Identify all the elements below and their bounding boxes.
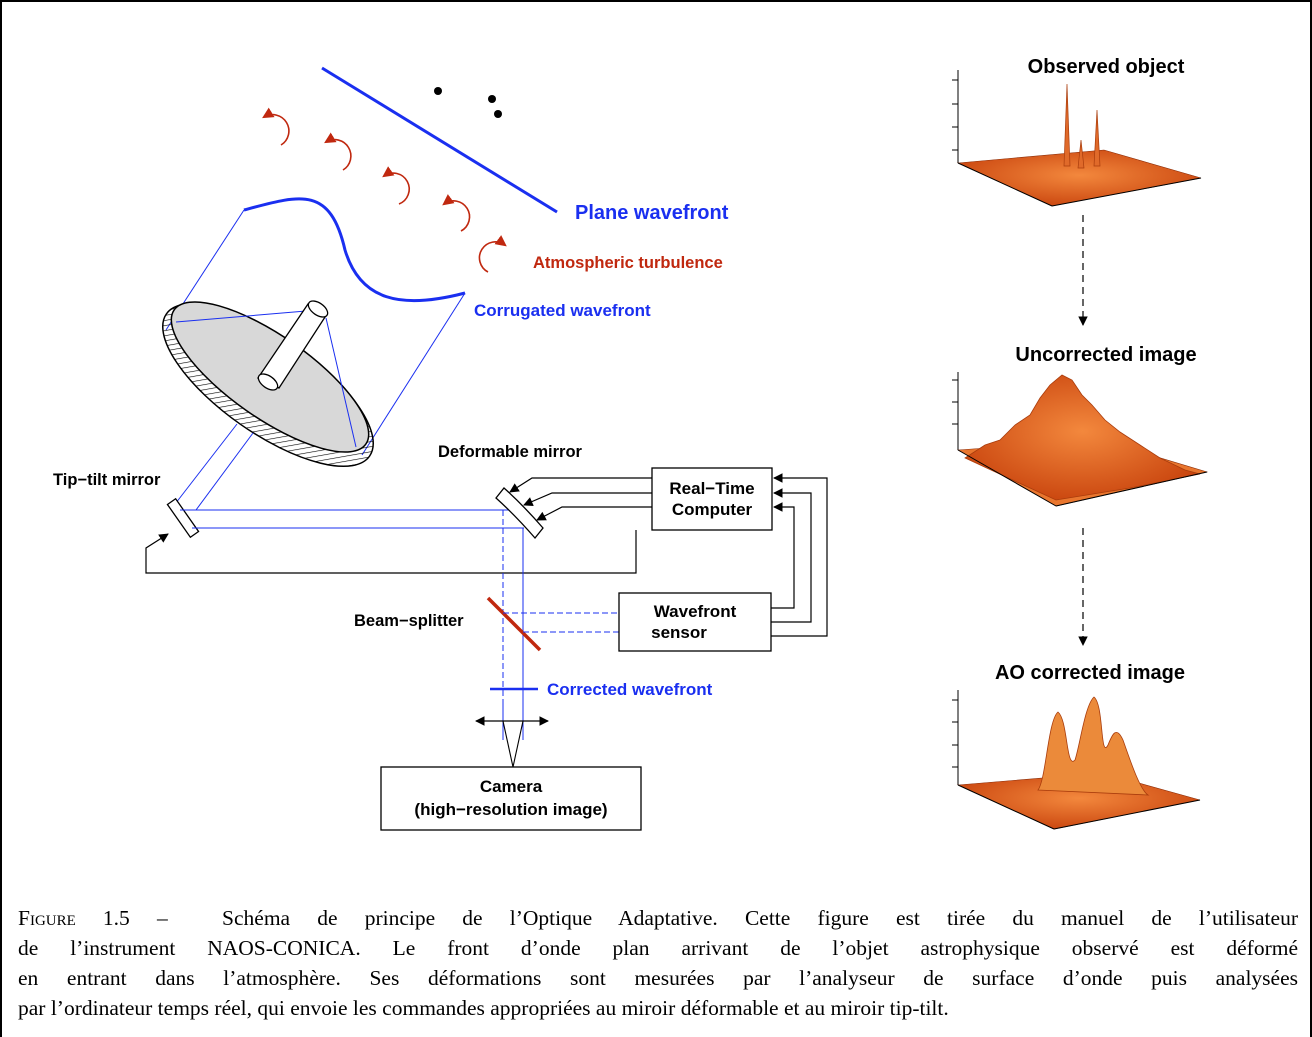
camera-box [380,766,642,831]
wavefront-sensor-box [618,592,772,652]
ao-corrected-image-plot [952,690,1201,830]
star-dot [494,110,502,118]
uncorrected-image-title: Uncorrected image [1015,344,1196,366]
swirl-icon [442,194,471,232]
figure-caption: Figure 1.5 – Schéma de principe de l’Opt… [18,903,1298,1023]
tiptilt-control-line [145,530,637,574]
plane-wavefront-label: Plane wavefront [575,202,729,224]
caption-line-1: Figure 1.5 – Schéma de principe de l’Opt… [18,906,1298,930]
swirl-icon [382,166,411,205]
real-time-computer-box [651,467,773,531]
plane-wavefront-line [321,66,558,214]
rtc-label-line2: Computer [672,500,753,519]
camera-label-line2: (high−resolution image) [414,800,607,819]
rtc-label-line1: Real−Time [669,479,754,498]
swirl-icon [324,132,352,171]
corrugated-wavefront-curve [243,197,466,303]
caption-line-4: par l’ordinateur temps réel, qui envoie … [18,996,949,1020]
deformable-mirror [495,487,544,540]
swirl-icon [262,107,290,146]
corrugated-wavefront-label: Corrugated wavefront [474,301,651,320]
observed-object-plot [952,70,1202,207]
camera-label-line1: Camera [480,777,543,796]
caption-line-2: de l’instrument NAOS-CONICA. Le front d’… [18,936,1298,960]
wfs-label-line1: Wavefront [654,602,737,621]
wfs-label-line2: sensor [651,623,707,642]
observed-object-title: Observed object [1028,56,1185,78]
star-dot [434,87,442,95]
swirl-icon [478,235,507,273]
atmospheric-turbulence-label: Atmospheric turbulence [533,254,723,272]
telescope [162,209,466,511]
beam-splitter-label: Beam−splitter [354,612,464,630]
caption-line-3: en entrant dans l’atmosphère. Ses déform… [18,966,1298,990]
ao-corrected-image-title: AO corrected image [995,662,1185,684]
beam-splitter [486,596,542,652]
corrected-wavefront-label: Corrected wavefront [547,680,713,699]
ao-schematic: Plane wavefront Atmospheric turbulence C… [53,56,1209,831]
figure-number: Figure 1.5 – [18,906,168,930]
turbulence-swirls [262,107,507,273]
star-dot [488,95,496,103]
tip-tilt-mirror-label: Tip−tilt mirror [53,471,161,489]
deformable-mirror-label: Deformable mirror [438,443,583,461]
uncorrected-image-plot [952,372,1209,507]
tip-tilt-mirror [166,497,200,539]
